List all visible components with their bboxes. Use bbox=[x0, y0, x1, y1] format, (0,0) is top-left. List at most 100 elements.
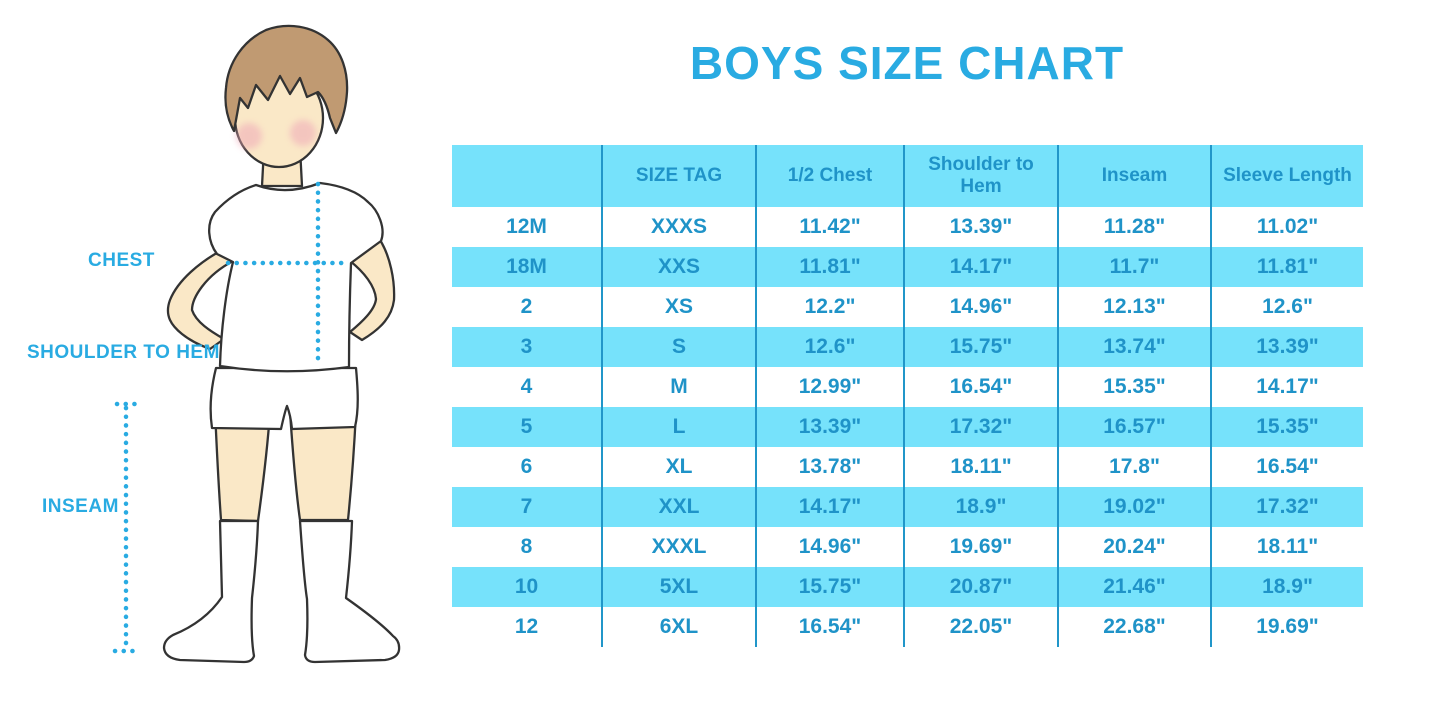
measurement-cell: 19.02" bbox=[1057, 487, 1211, 527]
left-sock bbox=[162, 519, 260, 664]
size-cell: 2 bbox=[520, 295, 533, 318]
measurement-cell: 22.68" bbox=[1057, 607, 1211, 647]
measurement-cell: 12.6" bbox=[755, 327, 904, 367]
size-tag-cell: XS bbox=[601, 287, 756, 327]
size-tag-cell: 6XL bbox=[601, 607, 756, 647]
size-cell: 6 bbox=[520, 455, 533, 478]
header-row: SIZE TAG 1/2 Chest Shoulder to Hem Inseam Sl… bbox=[452, 145, 1363, 207]
measurement-cell: 11.28" bbox=[1057, 207, 1211, 247]
table-row: 7 XXL 14.17" 18.9" 19.02" 17.32" bbox=[452, 487, 1363, 527]
measurement-cell: 19.69" bbox=[1210, 607, 1363, 647]
measurement-cell: 13.39" bbox=[1210, 327, 1363, 367]
boy-figure bbox=[162, 24, 401, 664]
size-table: SIZE TAG 1/2 Chest Shoulder to Hem Inseam Sl… bbox=[452, 145, 1363, 647]
measurement-cell: 14.17" bbox=[1210, 367, 1363, 407]
measurement-cell: 11.81" bbox=[755, 247, 904, 287]
table-row: 6 XL 13.78" 18.11" 17.8" 16.54" bbox=[452, 447, 1363, 487]
measurement-cell: 18.9" bbox=[903, 487, 1058, 527]
measurement-cell: 12.6" bbox=[1210, 287, 1363, 327]
measurement-cell: 18.9" bbox=[1210, 567, 1363, 607]
column-header: Shoulder to Hem bbox=[903, 145, 1058, 207]
size-tag-cell: XXL bbox=[601, 487, 756, 527]
table-row: 3 S 12.6" 15.75" 13.74" 13.39" bbox=[452, 327, 1363, 367]
measurement-cell: 20.24" bbox=[1057, 527, 1211, 567]
size-cell: 12M bbox=[506, 215, 547, 238]
size-cell: 10 bbox=[452, 567, 602, 607]
size-tag-cell: XL bbox=[601, 447, 756, 487]
measurement-cell: 13.78" bbox=[755, 447, 904, 487]
size-tag-cell: M bbox=[601, 367, 756, 407]
measurement-cell: 16.54" bbox=[903, 367, 1058, 407]
size-cell: 12 bbox=[514, 615, 539, 638]
column-header: Inseam bbox=[1057, 145, 1211, 207]
shoulder-to-hem-label: SHOULDER TO HEM bbox=[27, 342, 220, 363]
measurement-cell: 18.11" bbox=[1210, 527, 1363, 567]
size-cell: 4 bbox=[520, 375, 533, 398]
size-cell: 7 bbox=[452, 487, 602, 527]
size-tag-cell: L bbox=[601, 407, 756, 447]
measurement-cell: 21.46" bbox=[1057, 567, 1211, 607]
measurement-cell: 17.8" bbox=[1057, 447, 1211, 487]
measurement-cell: 12.13" bbox=[1057, 287, 1211, 327]
measurement-cell: 14.96" bbox=[903, 287, 1058, 327]
t-shirt bbox=[208, 181, 384, 373]
measurement-cell: 20.87" bbox=[903, 567, 1058, 607]
table-row: 18M XXS 11.81" 14.17" 11.7" 11.81" bbox=[452, 247, 1363, 287]
inseam-label: INSEAM bbox=[42, 496, 119, 517]
measurement-cell: 16.57" bbox=[1057, 407, 1211, 447]
size-tag-cell: S bbox=[601, 327, 756, 367]
measurement-lines bbox=[112, 181, 348, 654]
measurement-cell: 17.32" bbox=[903, 407, 1058, 447]
size-cell: 8 bbox=[520, 535, 533, 558]
measurement-cell: 13.74" bbox=[1057, 327, 1211, 367]
size-cell: 18M bbox=[452, 247, 602, 287]
measurement-cell: 11.81" bbox=[1210, 247, 1363, 287]
table-row: 12M XXXS 11.42" 13.39" 11.28" 11.02" bbox=[452, 207, 1363, 247]
table-row: 4 M 12.99" 16.54" 15.35" 14.17" bbox=[452, 367, 1363, 407]
measurement-cell: 15.75" bbox=[755, 567, 904, 607]
column-header: Sleeve Length bbox=[1210, 145, 1363, 207]
table-row: 8 XXXL 14.96" 19.69" 20.24" 18.11" bbox=[452, 527, 1363, 567]
size-table-container: SIZE TAG 1/2 Chest Shoulder to Hem Inseam Sl… bbox=[452, 145, 1363, 647]
measurement-cell: 14.17" bbox=[755, 487, 904, 527]
hair bbox=[224, 24, 349, 135]
table-row: 5 L 13.39" 17.32" 16.57" 15.35" bbox=[452, 407, 1363, 447]
boy-measurement-illustration bbox=[112, 24, 401, 664]
size-cell: 3 bbox=[452, 327, 602, 367]
size-tag-cell: 5XL bbox=[601, 567, 756, 607]
size-tag-cell: XXXL bbox=[601, 527, 756, 567]
chest-label: CHEST bbox=[88, 250, 155, 271]
measurement-cell: 14.96" bbox=[755, 527, 904, 567]
measurement-cell: 16.54" bbox=[1210, 447, 1363, 487]
measurement-cell: 11.7" bbox=[1057, 247, 1211, 287]
measurement-cell: 15.75" bbox=[903, 327, 1058, 367]
measurement-cell: 11.42" bbox=[755, 207, 904, 247]
size-tag-cell: XXS bbox=[601, 247, 756, 287]
measurement-cell: 22.05" bbox=[903, 607, 1058, 647]
measurement-cell: 17.32" bbox=[1210, 487, 1363, 527]
measurement-cell: 15.35" bbox=[1210, 407, 1363, 447]
measurement-cell: 12.99" bbox=[755, 367, 904, 407]
column-header bbox=[452, 145, 602, 207]
measurement-cell: 19.69" bbox=[903, 527, 1058, 567]
measurement-cell: 15.35" bbox=[1057, 367, 1211, 407]
measurement-cell: 18.11" bbox=[903, 447, 1058, 487]
right-sock bbox=[298, 519, 401, 664]
shorts bbox=[209, 366, 359, 431]
left-cheek bbox=[236, 123, 262, 149]
measurement-cell: 11.02" bbox=[1210, 207, 1363, 247]
measurement-cell: 13.39" bbox=[903, 207, 1058, 247]
column-header: SIZE TAG bbox=[601, 145, 756, 207]
size-cell: 5 bbox=[452, 407, 602, 447]
size-tag-cell: XXXS bbox=[601, 207, 756, 247]
table-row: 2 XS 12.2" 14.96" 12.13" 12.6" bbox=[452, 287, 1363, 327]
measurement-cell: 14.17" bbox=[903, 247, 1058, 287]
measurement-cell: 12.2" bbox=[755, 287, 904, 327]
right-cheek bbox=[290, 120, 316, 146]
measurement-cell: 16.54" bbox=[755, 607, 904, 647]
measurement-cell: 13.39" bbox=[755, 407, 904, 447]
left-arm bbox=[166, 248, 235, 351]
column-header: 1/2 Chest bbox=[755, 145, 904, 207]
table-row: 10 5XL 15.75" 20.87" 21.46" 18.9" bbox=[452, 567, 1363, 607]
